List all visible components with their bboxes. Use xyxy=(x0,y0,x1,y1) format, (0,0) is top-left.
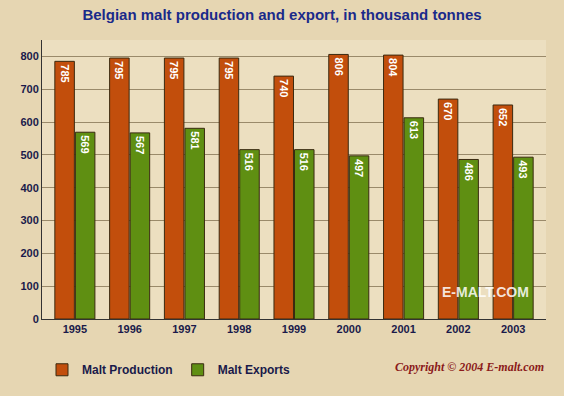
svg-text:1999: 1999 xyxy=(282,323,306,335)
svg-text:400: 400 xyxy=(20,182,38,194)
svg-text:740: 740 xyxy=(278,79,290,97)
svg-text:795: 795 xyxy=(168,61,180,79)
svg-text:785: 785 xyxy=(59,64,71,82)
svg-text:613: 613 xyxy=(408,121,420,139)
svg-text:1995: 1995 xyxy=(63,323,87,335)
svg-text:493: 493 xyxy=(517,160,529,178)
svg-text:795: 795 xyxy=(223,61,235,79)
svg-text:516: 516 xyxy=(243,153,255,171)
svg-text:100: 100 xyxy=(20,280,38,292)
svg-text:2003: 2003 xyxy=(501,323,525,335)
svg-text:1997: 1997 xyxy=(172,323,196,335)
svg-text:567: 567 xyxy=(134,136,146,154)
svg-text:2001: 2001 xyxy=(391,323,415,335)
svg-text:516: 516 xyxy=(298,153,310,171)
svg-text:Malt Production: Malt Production xyxy=(82,363,173,377)
svg-text:486: 486 xyxy=(463,162,475,180)
svg-text:806: 806 xyxy=(333,57,345,75)
svg-text:1996: 1996 xyxy=(117,323,141,335)
svg-text:670: 670 xyxy=(442,102,454,120)
svg-text:652: 652 xyxy=(497,108,509,126)
svg-text:E-MALT.COM: E-MALT.COM xyxy=(442,284,529,300)
svg-text:700: 700 xyxy=(20,83,38,95)
svg-text:600: 600 xyxy=(20,116,38,128)
svg-text:2000: 2000 xyxy=(337,323,361,335)
svg-text:300: 300 xyxy=(20,214,38,226)
svg-text:581: 581 xyxy=(189,131,201,149)
svg-text:500: 500 xyxy=(20,149,38,161)
svg-text:0: 0 xyxy=(33,313,39,325)
svg-text:Copyright © 2004 E-malt.com: Copyright © 2004 E-malt.com xyxy=(395,360,544,374)
svg-text:800: 800 xyxy=(20,50,38,62)
svg-text:Belgian malt production and ex: Belgian malt production and export, in t… xyxy=(82,6,481,23)
svg-text:Malt Exports: Malt Exports xyxy=(218,363,290,377)
svg-text:795: 795 xyxy=(113,61,125,79)
svg-text:200: 200 xyxy=(20,247,38,259)
svg-text:2002: 2002 xyxy=(446,323,470,335)
svg-text:804: 804 xyxy=(387,58,399,77)
svg-text:497: 497 xyxy=(353,159,365,177)
svg-text:569: 569 xyxy=(79,135,91,153)
svg-text:1998: 1998 xyxy=(227,323,251,335)
